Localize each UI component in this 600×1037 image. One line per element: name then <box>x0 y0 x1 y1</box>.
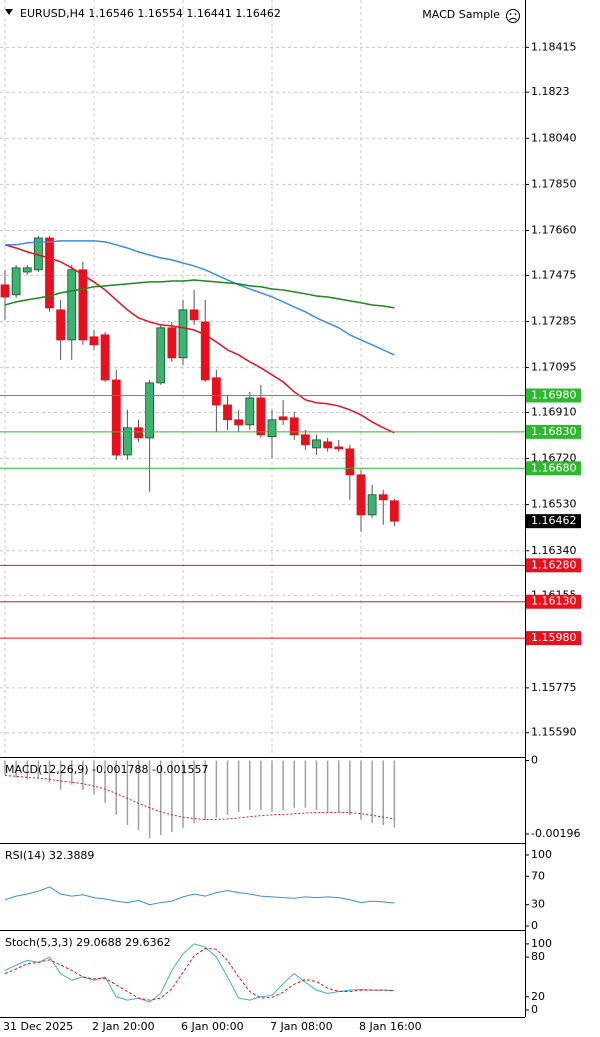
y-tick-label: 1.16340 <box>531 544 577 557</box>
moving-average <box>4 279 395 309</box>
price-level-label: 1.16680 <box>531 461 577 474</box>
candle-body <box>345 448 355 476</box>
candle-body <box>145 382 155 439</box>
candle-body <box>278 416 288 421</box>
candle-body <box>200 321 210 381</box>
indicator-line <box>4 886 395 906</box>
candle-body <box>22 267 32 273</box>
y-tick-label: 1.16910 <box>531 405 577 418</box>
y-tick-label: 0 <box>531 754 538 767</box>
candle-body <box>78 269 88 341</box>
candle-body <box>323 441 333 449</box>
candle-body <box>334 446 344 450</box>
price-level-label: 1.15980 <box>531 631 577 644</box>
y-tick-label: 1.1823 <box>531 85 570 98</box>
x-tick-label: 8 Jan 16:00 <box>359 1020 422 1033</box>
candle-body <box>356 474 366 516</box>
candle-body <box>267 419 277 438</box>
y-tick-label: 1.18415 <box>531 40 577 53</box>
x-tick-label: 31 Dec 2025 <box>3 1020 73 1033</box>
price-level-label: 1.16830 <box>531 425 577 438</box>
candle-body <box>122 427 132 456</box>
x-tick-label: 6 Jan 00:00 <box>181 1020 244 1033</box>
plot-layer <box>0 0 525 1003</box>
candle-body <box>67 269 77 341</box>
y-tick-label: 1.17095 <box>531 361 577 374</box>
menu-arrow[interactable] <box>5 9 13 15</box>
candle-body <box>0 284 10 298</box>
indicator-title: MACD(12,26,9) -0.001788 -0.001557 <box>5 763 208 776</box>
y-tick-label: 1.15775 <box>531 681 577 694</box>
candle-body <box>89 336 99 346</box>
expert-name: MACD Sample <box>422 8 500 21</box>
current-price-label: 1.16462 <box>531 514 577 527</box>
candle-body <box>134 427 143 439</box>
y-tick-label: 80 <box>531 950 545 963</box>
candle-body <box>245 397 255 426</box>
candle-body <box>234 419 244 426</box>
y-tick-label: 30 <box>531 898 545 911</box>
candle-body <box>389 500 399 522</box>
y-tick-label: 1.15590 <box>531 726 577 739</box>
indicator-title: RSI(14) 32.3889 <box>5 849 94 862</box>
y-tick-label: 1.17850 <box>531 177 577 190</box>
y-tick-label: 100 <box>531 848 552 861</box>
indicator-line <box>4 943 395 1003</box>
price-level-label: 1.16280 <box>531 558 577 571</box>
expert-status-icon <box>506 9 520 23</box>
candle-body <box>289 417 299 436</box>
price-level-box <box>526 424 581 439</box>
y-tick-label: 1.17475 <box>531 268 577 281</box>
y-tick-label: 70 <box>531 869 545 882</box>
indicator-title: Stoch(5,3,3) 29.0688 29.6362 <box>5 936 171 949</box>
price-level-box <box>526 461 581 476</box>
candle-body <box>111 379 121 456</box>
moving-average <box>5 240 395 356</box>
price-level-box <box>526 388 581 403</box>
icon-eye <box>514 13 517 15</box>
x-tick-label: 7 Jan 08:00 <box>270 1020 333 1033</box>
signal-line <box>4 775 395 820</box>
candle-body <box>100 334 110 381</box>
candle-body <box>189 309 199 321</box>
price-level-label: 1.16980 <box>531 388 577 401</box>
y-tick-label: 0 <box>531 1003 538 1016</box>
price-level-box <box>526 594 581 609</box>
chart-title: EURUSD,H4 1.16546 1.16554 1.16441 1.1646… <box>20 7 281 20</box>
candle-body <box>45 237 54 309</box>
candle-body <box>223 404 232 421</box>
candle-body <box>300 434 310 446</box>
icon-mouth <box>509 17 517 21</box>
y-tick-label: -0.00196 <box>531 827 580 840</box>
y-tick-label: 1.16530 <box>531 498 577 511</box>
icon-eye <box>509 13 512 15</box>
candle-body <box>378 494 388 501</box>
candle-body <box>56 309 66 341</box>
y-tick-label: 1.17660 <box>531 223 577 236</box>
y-tick-label: 100 <box>531 937 552 950</box>
moving-average <box>4 244 395 434</box>
icon-face <box>506 9 520 23</box>
x-tick-label: 2 Jan 20:00 <box>92 1020 155 1033</box>
candle-body <box>11 267 21 296</box>
y-tick-label: 20 <box>531 990 545 1003</box>
price-level-box <box>526 558 581 573</box>
y-tick-label: 0 <box>531 919 538 932</box>
y-tick-label: 1.17285 <box>531 314 577 327</box>
candle-body <box>211 377 221 406</box>
candle-body <box>312 439 321 449</box>
price-level-box <box>526 631 581 646</box>
candle-body <box>178 309 188 359</box>
candle-body <box>367 494 377 516</box>
price-level-label: 1.16130 <box>531 595 577 608</box>
candle-body <box>256 397 266 436</box>
current-price-box <box>526 514 581 529</box>
candle-body <box>167 327 177 359</box>
candle-body <box>156 327 166 384</box>
y-tick-label: 1.18040 <box>531 131 577 144</box>
